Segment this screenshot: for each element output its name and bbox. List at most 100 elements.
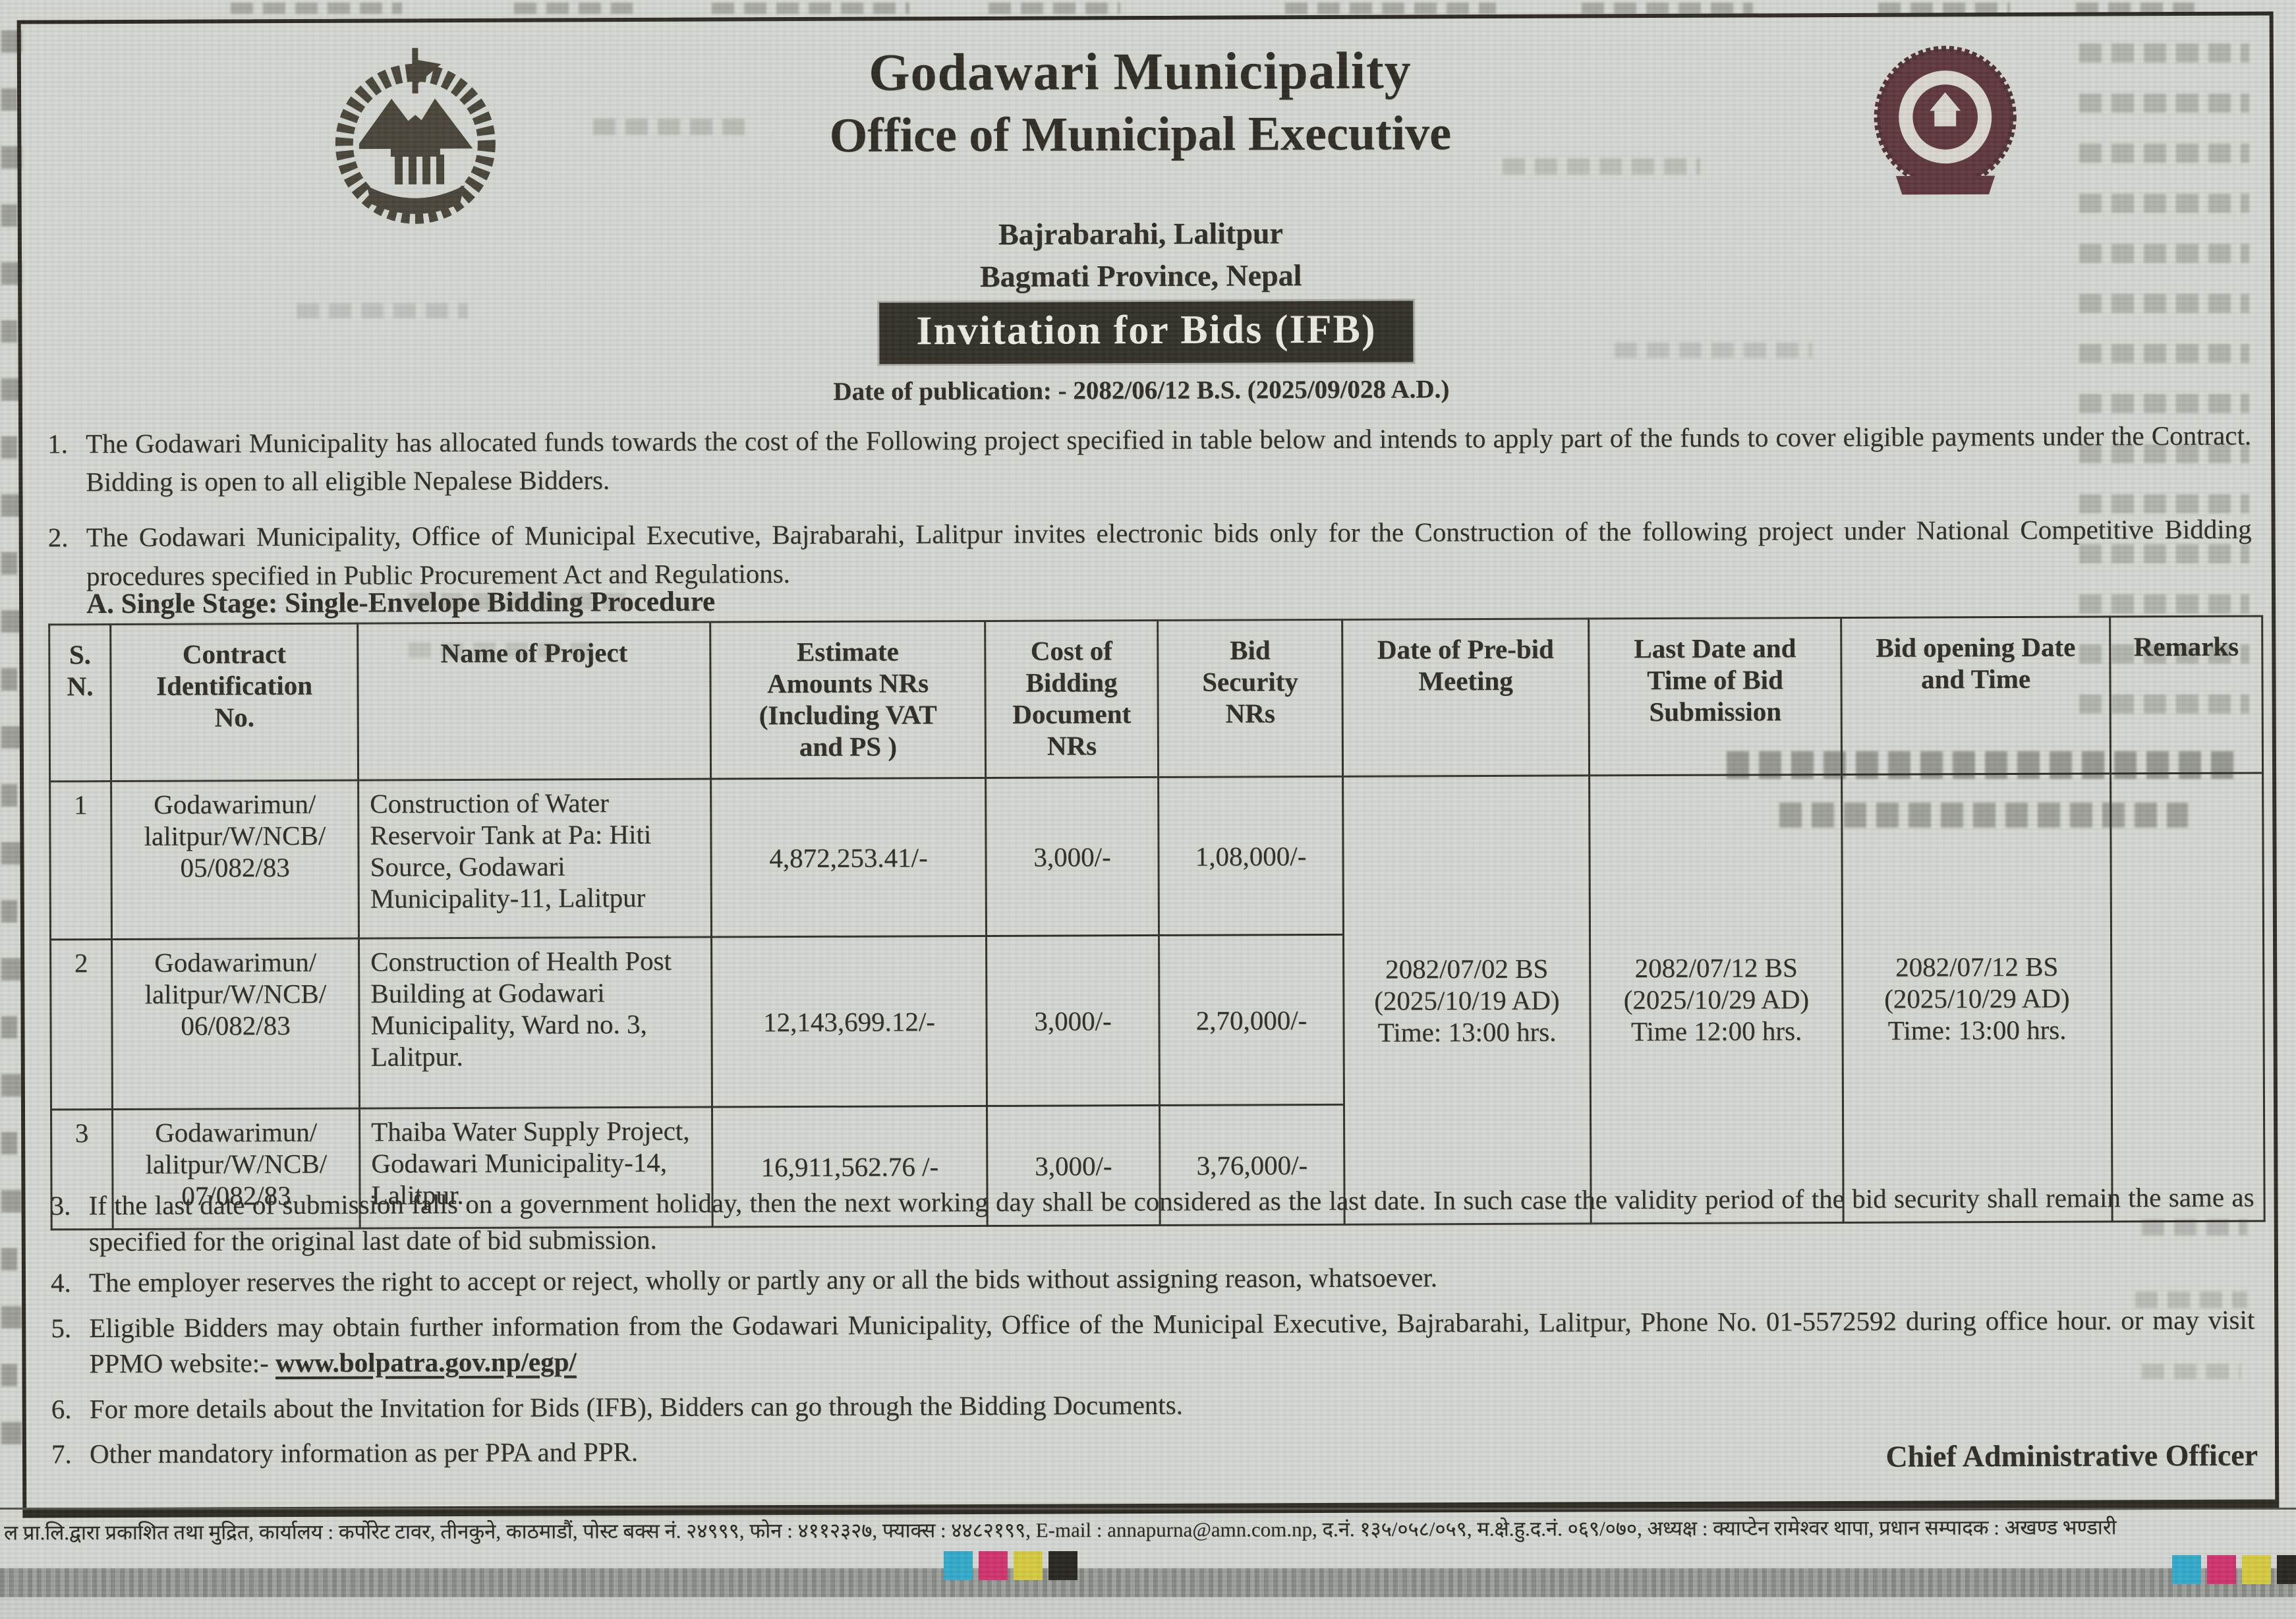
- header-security: Bid Security NRs: [1157, 619, 1343, 778]
- note-7-number: 7.: [51, 1438, 72, 1469]
- publication-date: Date of publication: - 2082/06/12 B.S. (…: [833, 375, 1450, 406]
- illegible-newsprint-fragment: [1, 1132, 17, 1154]
- illegible-newsprint-fragment: [1, 1364, 17, 1386]
- note-6: 6. For more details about the Invitation…: [51, 1382, 2255, 1427]
- row2-doc-cost: 3,000/-: [986, 935, 1160, 1106]
- remarks-cell: [2110, 773, 2265, 1222]
- row1-doc-cost: 3,000/-: [985, 777, 1159, 936]
- intro-item-1-number: 1.: [47, 428, 68, 459]
- godawari-municipality-seal-icon: [1874, 45, 2017, 195]
- note-4: 4. The employer reserves the right to ac…: [51, 1257, 2254, 1301]
- note-5-number: 5.: [51, 1312, 72, 1343]
- black-registration-square: [2277, 1555, 2296, 1584]
- office-title: Office of Municipal Executive: [829, 106, 1452, 163]
- cyan-registration-square: [2172, 1555, 2201, 1584]
- illegible-newsprint-fragment: [712, 3, 909, 14]
- illegible-newsprint-fragment: [1, 900, 17, 923]
- illegible-newsprint-fragment: [1, 552, 17, 575]
- invitation-banner: Invitation for Bids (IFB): [879, 300, 1414, 364]
- intro-item-2: 2. The Godawari Municipality, Office of …: [48, 510, 2252, 595]
- prebid-meeting-cell: 2082/07/02 BS (2025/10/19 AD) Time: 13:0…: [1342, 775, 1592, 1225]
- header-submission: Last Date and Time of Bid Submission: [1588, 617, 1842, 776]
- halftone-strip: [0, 1568, 2296, 1597]
- header-prebid: Date of Pre-bid Meeting: [1342, 618, 1590, 777]
- nepal-coat-of-arms-icon: [335, 47, 496, 224]
- row2-estimate: 12,143,699.12/-: [711, 936, 987, 1108]
- row2-sn: 2: [50, 939, 113, 1110]
- header-doc-cost: Cost of Bidding Document NRs: [985, 620, 1159, 778]
- note-5: 5. Eligible Bidders may obtain further i…: [51, 1301, 2254, 1382]
- illegible-newsprint-fragment: [514, 3, 633, 14]
- intro-item-1-text: The Godawari Municipality has allocated …: [86, 420, 2252, 497]
- illegible-newsprint-fragment: [1285, 3, 1496, 14]
- bids-table: S. N. Contract Identification No. Name o…: [48, 615, 2266, 1231]
- illegible-newsprint-fragment: [989, 3, 1120, 14]
- header-opening: Bid opening Date and Time: [1841, 616, 2111, 775]
- procedure-heading-text: Single Stage: Single-Envelope Bidding Pr…: [121, 586, 716, 619]
- intro-item-2-number: 2.: [47, 522, 69, 553]
- row1-security: 1,08,000/-: [1158, 776, 1344, 936]
- magenta-registration-square: [2207, 1555, 2236, 1584]
- note-6-number: 6.: [51, 1393, 72, 1424]
- intro-item-1: 1. The Godawari Municipality has allocat…: [47, 416, 2251, 501]
- intro-paragraphs: 1. The Godawari Municipality has allocat…: [47, 416, 2252, 613]
- row2-contract: Godawarimun/ lalitpur/W/NCB/ 06/082/83: [111, 938, 360, 1110]
- note-4-number: 4.: [50, 1267, 71, 1298]
- intro-item-2-text: The Godawari Municipality, Office of Mun…: [86, 514, 2252, 591]
- illegible-newsprint-fragment: [1, 88, 17, 111]
- bidding-procedure-heading: A. Single Stage: Single-Envelope Bidding…: [48, 586, 715, 621]
- newspaper-imprint-line: ल प्रा.लि.द्वारा प्रकाशित तथा मुद्रित, क…: [3, 1516, 2117, 1545]
- row1-sn: 1: [49, 781, 112, 940]
- illegible-newsprint-fragment: [1, 958, 22, 980]
- color-registration-marks-left: [944, 1551, 1077, 1580]
- yellow-registration-square: [2242, 1555, 2271, 1584]
- row2-project: Construction of Health Post Building at …: [359, 937, 712, 1109]
- yellow-registration-square: [1014, 1551, 1043, 1580]
- conditions-notes: 3. If the last date of submission falls …: [50, 1179, 2255, 1481]
- color-registration-marks-right: [2172, 1555, 2296, 1584]
- note-3: 3. If the last date of submission falls …: [50, 1179, 2254, 1260]
- row1-contract: Godawarimun/ lalitpur/W/NCB/ 05/082/83: [111, 780, 359, 940]
- row1-project: Construction of Water Reservoir Tank at …: [358, 779, 712, 939]
- illegible-newsprint-fragment: [1, 204, 17, 227]
- row1-estimate: 4,872,253.41/-: [710, 778, 987, 938]
- illegible-newsprint-fragment: [231, 3, 402, 14]
- illegible-newsprint-fragment: [1, 726, 22, 749]
- municipality-title: Godawari Municipality: [869, 42, 1412, 102]
- illegible-newsprint-fragment: [1, 1074, 22, 1096]
- page-bottom-margin: [0, 1597, 2296, 1619]
- row2-security: 2,70,000/-: [1159, 934, 1344, 1106]
- illegible-newsprint-fragment: [1, 1190, 22, 1212]
- header-estimate: Estimate Amounts NRs (Including VAT and …: [710, 621, 986, 780]
- note-3-number: 3.: [50, 1190, 71, 1221]
- illegible-newsprint-fragment: [1, 320, 17, 343]
- illegible-newsprint-fragment: [1, 784, 17, 807]
- illegible-newsprint-fragment: [1582, 3, 1753, 14]
- bid-submission-cell: 2082/07/12 BS (2025/10/29 AD) Time 12:00…: [1589, 774, 1844, 1224]
- invitation-for-bids-notice: Godawari Municipality Office of Municipa…: [16, 11, 2280, 1518]
- column-rule: [0, 1508, 2296, 1510]
- illegible-newsprint-fragment: [1, 1016, 17, 1038]
- illegible-newsprint-fragment: [1, 1306, 22, 1328]
- magenta-registration-square: [979, 1551, 1008, 1580]
- ppmo-website-link[interactable]: www.bolpatra.gov.np/egp/: [275, 1346, 577, 1378]
- illegible-newsprint-fragment: [1, 436, 17, 459]
- header-remarks: Remarks: [2109, 616, 2263, 774]
- signature-title: Chief Administrative Officer: [1885, 1438, 2258, 1473]
- procedure-heading-letter: A.: [86, 588, 114, 620]
- province-line: Bagmati Province, Nepal: [979, 258, 1302, 293]
- illegible-newsprint-fragment: [1, 1422, 22, 1444]
- note-7-text: Other mandatory information as per PPA a…: [89, 1436, 639, 1469]
- header-project: Name of Project: [357, 622, 711, 781]
- cyan-registration-square: [944, 1551, 973, 1580]
- header-sn: S. N.: [49, 624, 111, 781]
- illegible-newsprint-fragment: [1, 842, 22, 865]
- note-4-text: The employer reserves the right to accep…: [88, 1262, 1438, 1298]
- note-6-text: For more details about the Invitation fo…: [89, 1389, 1183, 1424]
- note-3-text: If the last date of submission falls on …: [88, 1181, 2254, 1257]
- table-row-1: 1 Godawarimun/ lalitpur/W/NCB/ 05/082/83…: [49, 773, 2265, 1225]
- illegible-newsprint-fragment: [1, 1248, 17, 1270]
- header-contract: Contract Identification No.: [110, 623, 359, 781]
- bid-opening-cell: 2082/07/12 BS (2025/10/29 AD) Time: 13:0…: [1841, 773, 2113, 1223]
